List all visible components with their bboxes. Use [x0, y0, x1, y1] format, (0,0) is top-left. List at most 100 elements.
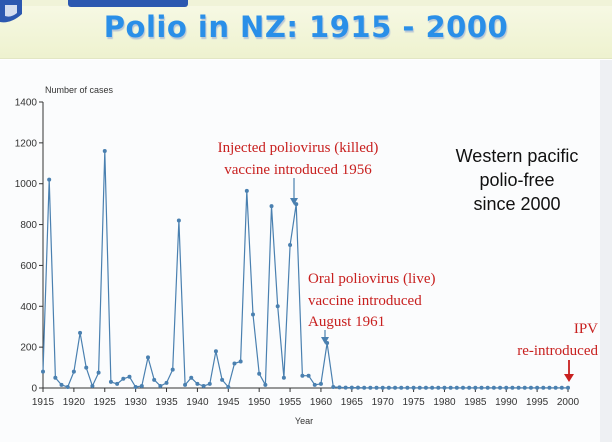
data-point — [411, 385, 416, 390]
data-point — [189, 375, 194, 380]
annotation-wp-line2: polio-free — [479, 170, 554, 190]
data-point — [201, 383, 206, 388]
data-point — [71, 369, 76, 374]
data-point — [220, 377, 225, 382]
data-point — [269, 204, 274, 209]
slide-banner: Polio in NZ: 1915 - 2000 — [0, 0, 612, 59]
annotation-wp-line3: since 2000 — [473, 194, 560, 214]
data-point — [78, 330, 83, 335]
y-tick-label: 1000 — [15, 179, 38, 190]
right-edge — [600, 60, 612, 442]
data-point — [356, 385, 360, 390]
y-axis-title: Number of cases — [45, 85, 114, 95]
y-tick-label: 0 — [31, 384, 37, 395]
data-point — [41, 369, 45, 374]
data-point — [331, 384, 336, 389]
data-point — [553, 385, 558, 390]
x-tick-label: 1955 — [279, 397, 302, 408]
x-tick-label: 1975 — [402, 397, 425, 408]
data-point — [102, 149, 107, 154]
x-tick-label: 1940 — [186, 397, 209, 408]
data-point — [374, 385, 379, 390]
data-point — [454, 385, 459, 390]
x-tick-label: 1995 — [526, 397, 549, 408]
annotation-oral-line1: Oral poliovirus (live) — [308, 271, 435, 287]
x-tick-label: 1935 — [155, 397, 178, 408]
y-tick-label: 600 — [20, 261, 37, 272]
x-tick-label: 1945 — [217, 397, 240, 408]
x-tick-label: 1985 — [464, 397, 487, 408]
data-point — [84, 365, 89, 370]
data-point — [65, 384, 70, 389]
data-point — [368, 385, 373, 390]
annotation-wp-line1: Western pacific — [456, 146, 579, 166]
data-point — [121, 376, 126, 381]
data-point — [566, 385, 570, 390]
x-tick-label: 1980 — [433, 397, 456, 408]
data-point — [238, 359, 243, 364]
data-point — [423, 385, 428, 390]
data-point — [164, 380, 169, 385]
data-point — [195, 381, 200, 386]
data-point — [491, 385, 496, 390]
data-point — [516, 385, 521, 390]
data-point — [343, 385, 348, 390]
series-group — [41, 149, 570, 390]
data-point — [405, 385, 410, 390]
data-point — [213, 349, 218, 354]
data-point — [127, 374, 132, 379]
arrow-injected — [290, 178, 298, 205]
banner-strip — [0, 0, 612, 6]
data-point — [53, 375, 58, 380]
data-point — [399, 385, 404, 390]
data-point — [176, 218, 181, 223]
data-point — [380, 385, 385, 390]
data-point — [183, 382, 188, 387]
annotation-oral-line3: August 1961 — [308, 314, 385, 330]
data-point — [90, 383, 95, 388]
data-point — [244, 188, 249, 193]
y-tick-label: 200 — [20, 343, 37, 354]
data-point — [504, 385, 509, 390]
x-tick-label: 1915 — [32, 397, 55, 408]
data-point — [479, 385, 484, 390]
annotation-injected-line2: vaccine introduced 1956 — [224, 162, 372, 178]
data-point — [535, 385, 540, 390]
data-point — [547, 385, 552, 390]
data-point — [485, 385, 490, 390]
x-tick-label: 1930 — [125, 397, 148, 408]
data-point — [528, 385, 533, 390]
annotation-ipv-line2: re-introduced — [517, 343, 598, 359]
data-point — [47, 177, 52, 182]
data-point — [498, 385, 503, 390]
annotation-oral-line2: vaccine introduced — [308, 293, 422, 309]
data-point — [393, 385, 398, 390]
x-tick-label: 1950 — [248, 397, 271, 408]
y-tick-label: 400 — [20, 302, 37, 313]
data-point — [436, 385, 441, 390]
annotation-ipv-line1: IPV — [574, 321, 598, 337]
x-ticks: 1915 1920 1925 1930 1935 1940 1945 1950 1955 1960… — [32, 388, 580, 408]
data-point — [510, 385, 515, 390]
data-point — [257, 371, 262, 376]
data-point — [349, 385, 354, 390]
slide-title: Polio in NZ: 1915 - 2000 — [103, 10, 509, 44]
data-point — [152, 377, 157, 382]
x-tick-label: 1920 — [63, 397, 86, 408]
shield-icon — [0, 0, 22, 23]
data-point — [467, 385, 472, 390]
data-point — [318, 381, 323, 386]
data-point — [108, 379, 113, 384]
data-point — [541, 385, 546, 390]
x-tick-label: 1990 — [495, 397, 518, 408]
annotation-injected-line1: Injected poliovirus (killed) — [218, 140, 379, 156]
y-tick-label: 800 — [20, 220, 37, 231]
data-point — [170, 367, 175, 372]
data-point — [281, 375, 286, 380]
data-point — [96, 370, 101, 375]
y-ticks: 0 200 400 600 800 1000 1200 1400 — [15, 98, 43, 395]
x-tick-label: 1925 — [94, 397, 117, 408]
data-point — [263, 382, 268, 387]
data-point — [430, 385, 435, 390]
data-point — [337, 385, 342, 390]
